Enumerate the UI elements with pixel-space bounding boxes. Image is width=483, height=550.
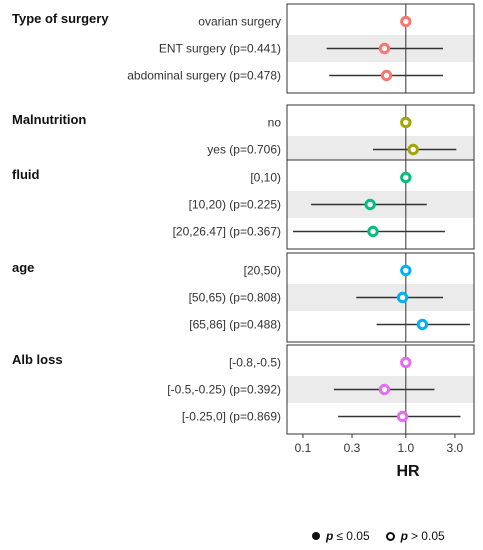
hr-point [364,198,376,211]
legend-not-significant-p: p [400,529,408,543]
legend-significant-p: p [326,529,334,543]
row-label: [50,65) (p=0.808) [189,291,281,305]
row-label: no [268,116,282,130]
group-title: age [12,260,34,275]
hr-point [400,15,412,28]
row-label: [65,86] (p=0.488) [189,318,281,332]
x-tick-label: 1.0 [397,441,414,455]
row-label: abdominal surgery (p=0.478) [127,69,281,83]
x-axis: 0.1 0.3 1.0 3.0 [295,434,464,455]
hr-point [407,143,419,156]
hr-point [400,116,412,129]
row-label: [20,26.47] (p=0.367) [173,225,281,239]
row-label: ovarian surgery [198,15,281,29]
row-label: [0,10) [250,171,281,185]
panel-border [286,252,475,343]
group-title: Malnutrition [12,112,86,127]
legend-significant-text: ≤ 0.05 [336,529,370,543]
hr-point [380,69,393,82]
legend-not-significant-text: > 0.05 [410,529,445,543]
hr-point [400,264,412,277]
x-tick-label: 0.1 [295,441,312,455]
panel-border [286,344,475,435]
row-label: [-0.8,-0.5) [229,356,281,370]
x-axis-title: HR [396,463,420,480]
hr-point [378,42,391,55]
hr-point [378,383,391,396]
panel-border [286,159,475,250]
panel-fluid: fluid [0,10) [10,20) (p=0.225) [20,26.47] (… [12,159,475,250]
panel-type-of-surgery: Type of surgery ovarian surgery ENT surger… [12,3,475,94]
panel-alb-loss: Alb loss [-0.8,-0.5) [-0.5,-0.25) (p=0.392… [12,344,475,435]
panel-age: age [20,50) [50,65) (p=0.808) [65,86] (p=0.… [12,252,475,343]
row-label: ENT surgery (p=0.441) [159,42,281,56]
hr-point [396,410,409,423]
x-tick-label: 0.3 [344,441,361,455]
row-label: [-0.5,-0.25) (p=0.392) [167,383,281,397]
row-label: yes (p=0.706) [207,143,281,157]
x-tick-label: 3.0 [447,441,464,455]
not-significant-marker-icon [385,531,395,541]
hr-point [416,318,429,331]
significant-marker-icon [312,532,320,540]
hr-point [396,291,409,304]
panel-border [286,3,475,94]
group-title: fluid [12,167,39,182]
group-title: Alb loss [12,352,63,367]
panel-malnutrition: Malnutrition no yes (p=0.706) [12,104,475,168]
hr-point [400,356,412,369]
legend: p ≤ 0.05 p > 0.05 [312,528,445,544]
row-label: [-0.25,0] (p=0.869) [182,410,281,424]
row-label: [10,20) (p=0.225) [189,198,281,212]
hr-point [400,171,412,184]
row-label: [20,50) [244,264,281,278]
hr-point [367,225,379,238]
group-title: Type of surgery [12,11,109,26]
